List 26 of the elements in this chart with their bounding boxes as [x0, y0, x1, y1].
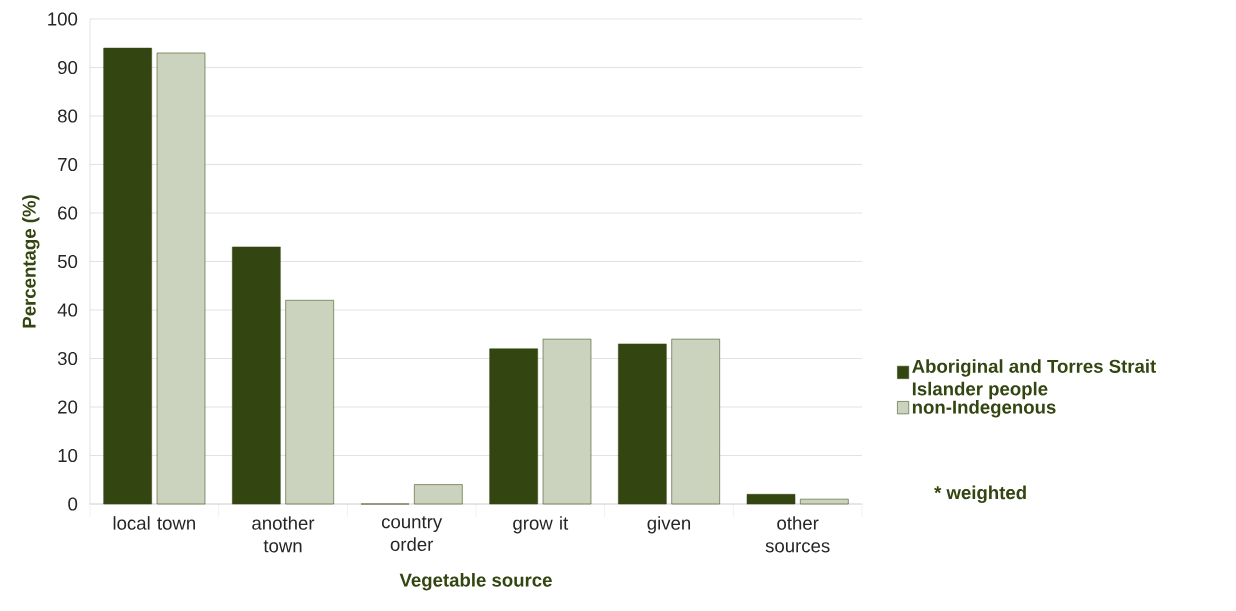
y-tick-label: 80 — [57, 109, 78, 123]
x-tick-label: another town — [252, 516, 315, 553]
x-tick-label: local town — [113, 516, 195, 530]
y-tick-label: 30 — [57, 351, 78, 366]
x-axis-title: Vegetable source — [399, 573, 552, 591]
bar — [489, 348, 538, 505]
y-tick-label: 90 — [58, 60, 78, 75]
x-tick-label: other sources — [765, 516, 830, 553]
y-tick-label: 50 — [57, 254, 78, 269]
y-tick-label: 100 — [48, 12, 78, 26]
x-tick-label: country order — [381, 516, 443, 551]
text: * weighted — [934, 485, 1026, 503]
bar — [103, 47, 152, 505]
y-tick-label: 0 — [68, 497, 78, 511]
legend-label: non-Indegenous — [912, 400, 1056, 418]
y-tick-label: 60 — [58, 206, 78, 220]
y-tick-label: 20 — [58, 400, 78, 414]
y-tick-label: 10 — [58, 448, 78, 463]
bar — [232, 246, 281, 505]
y-tick-label: 40 — [57, 303, 78, 317]
x-tick-label: grow it — [513, 516, 569, 534]
bar — [618, 343, 667, 505]
y-tick-label: 70 — [58, 157, 78, 172]
x-tick-label: given — [647, 516, 691, 534]
y-axis-title: Percentage (%) — [22, 195, 40, 328]
bar — [746, 494, 796, 505]
